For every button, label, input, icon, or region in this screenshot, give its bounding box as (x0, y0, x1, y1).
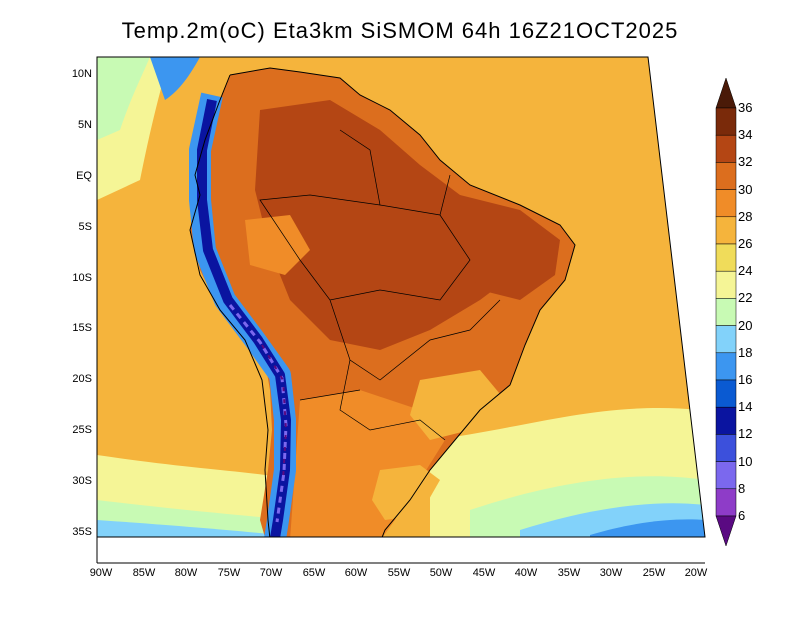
colorbar-swatch (715, 461, 737, 490)
lon-label: 20W (684, 567, 708, 579)
lon-label: 40W (514, 567, 538, 579)
amazon-cool-spot (245, 215, 310, 275)
pacific-cold-patch (150, 57, 200, 100)
hot-northeast (440, 190, 560, 300)
lon-label: 35W (557, 567, 581, 579)
map-field (97, 57, 705, 537)
colorbar-label: 28 (738, 208, 753, 224)
colorbar-label: 22 (738, 290, 753, 306)
lon-label: 70W (259, 567, 283, 579)
sw-cold-band (97, 520, 280, 537)
colorbar (715, 77, 737, 547)
lon-label: 50W (429, 567, 453, 579)
colorbar-swatch (715, 352, 737, 381)
colorbar-label: 10 (738, 453, 753, 469)
lat-label: 20S (72, 373, 92, 385)
colorbar-swatch (715, 162, 737, 190)
lon-label: 45W (472, 567, 496, 579)
lat-label: 15S (72, 322, 92, 334)
se-colder-band (590, 519, 705, 537)
colorbar-label: 32 (738, 154, 753, 170)
colorbar-swatch (715, 406, 737, 435)
lon-label: 90W (89, 567, 113, 579)
lon-label: 85W (132, 567, 156, 579)
lon-label: 80W (174, 567, 198, 579)
lon-label: 30W (599, 567, 623, 579)
colorbar-swatch (715, 434, 737, 462)
colorbar-label: 36 (738, 100, 753, 115)
lon-label: 65W (302, 567, 326, 579)
lat-label: 25S (72, 424, 92, 436)
state-borders (259, 129, 501, 441)
colorbar-label: 16 (738, 372, 753, 387)
lat-label: 5S (78, 221, 92, 233)
south-land-warm (290, 390, 445, 537)
colorbar-label: 30 (738, 181, 753, 197)
colorbar-swatch (715, 134, 737, 163)
lat-label: 10N (71, 68, 92, 80)
colorbar-max-triangle (715, 77, 737, 109)
colorbar-swatch (715, 216, 737, 245)
colorbar-swatch (715, 379, 737, 408)
colorbar-label: 6 (738, 508, 746, 523)
colorbar-swatch (715, 325, 737, 354)
colorbar-swatch (715, 243, 737, 272)
lat-label: 30S (72, 475, 92, 487)
pacific-cooler (97, 57, 150, 140)
colorbar-label: 8 (738, 480, 746, 496)
lon-label: 60W (344, 567, 368, 579)
southeast-brazil-cool (410, 370, 505, 440)
hot-core (255, 100, 520, 350)
colorbar-swatch (715, 270, 737, 299)
colorbar-swatch (715, 488, 737, 517)
colorbar-label: 20 (738, 317, 753, 333)
colorbar-label: 24 (738, 263, 753, 279)
coastline (189, 67, 576, 537)
colorbar-label: 12 (738, 426, 753, 442)
map-title: Temp.2m(oC) Eta3km SiSMOM 64h 16Z21OCT20… (121, 18, 679, 43)
lon-label: 75W (217, 567, 241, 579)
colorbar-swatch (715, 189, 737, 218)
colorbar-label: 34 (738, 127, 753, 143)
lon-label: 25W (642, 567, 666, 579)
colorbar-label: 14 (738, 399, 753, 415)
uruguay-cool (372, 465, 440, 520)
colorbar-label: 18 (738, 344, 753, 360)
lat-label: EQ (76, 170, 92, 182)
colorbar-swatch (715, 107, 737, 136)
colorbar-min-triangle (715, 515, 737, 547)
lat-label: 10S (72, 272, 92, 284)
colorbar-swatch (715, 298, 737, 326)
colorbar-label: 26 (738, 236, 753, 251)
lat-label: 5N (77, 119, 92, 131)
lon-label: 55W (387, 567, 411, 579)
lat-label: 35S (72, 526, 92, 538)
